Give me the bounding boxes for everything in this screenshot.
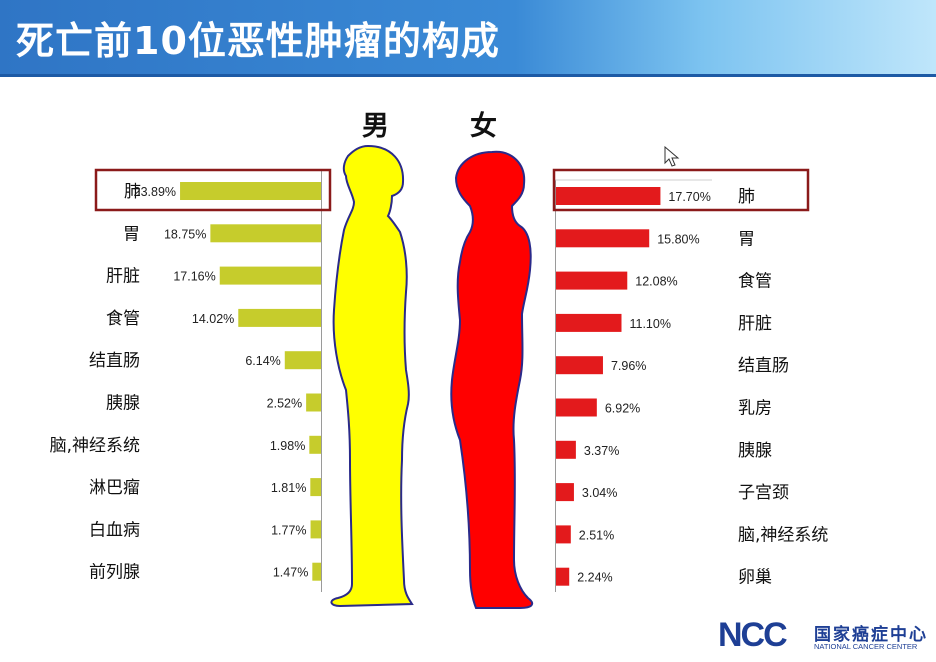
male-value-label: 18.75% (164, 227, 206, 241)
female-value-label: 3.04% (582, 486, 617, 500)
female-value-label: 2.51% (579, 528, 614, 542)
female-value-label: 15.80% (657, 232, 699, 246)
cursor-icon (664, 146, 680, 167)
male-category-label: 淋巴瘤 (89, 478, 140, 498)
ncc-logo-letters: NCC (718, 616, 788, 654)
female-bar (556, 356, 603, 375)
male-category-label: 胰腺 (106, 394, 140, 414)
male-bar (306, 393, 321, 412)
ncc-logo-chinese-name: 国家癌症中心 (814, 625, 928, 645)
male-bar (284, 351, 321, 370)
male-value-label: 1.47% (273, 566, 308, 580)
male-category-label: 白血病 (89, 520, 140, 540)
female-value-label: 12.08% (635, 275, 677, 289)
female-bar (556, 271, 628, 290)
male-bar (180, 182, 321, 200)
male-body-silhouette (330, 144, 414, 608)
male-category-label: 肺 (124, 182, 141, 202)
male-bar (310, 478, 321, 497)
male-label: 男 (362, 111, 389, 142)
female-value-label: 7.96% (611, 359, 646, 373)
female-body-silhouette (450, 150, 534, 609)
female-value-label: 2.24% (577, 571, 612, 585)
female-bars-group: 17.70% 肺 15.80% 胃 12.08% 食管 11.10% 肝脏 7.96% 结直肠 6.… (556, 187, 828, 588)
male-category-label: 前列腺 (89, 563, 140, 583)
male-value-label: 1.81% (271, 481, 306, 495)
male-bar (312, 562, 321, 581)
female-bar (556, 440, 576, 459)
female-value-label: 17.70% (668, 190, 710, 204)
ncc-logo: NCC 国家癌症中心 NATIONAL CANCER CENTER (718, 616, 928, 656)
female-bar (556, 525, 571, 544)
male-category-label: 肝脏 (106, 267, 140, 287)
female-category-label: 肺 (738, 187, 755, 207)
male-bar (210, 224, 321, 243)
male-value-label: 6.14% (245, 354, 280, 368)
female-category-label: 胰腺 (738, 441, 772, 461)
male-bar (219, 266, 321, 285)
female-category-label: 食管 (738, 272, 772, 292)
male-value-label: 23.89% (134, 185, 176, 199)
female-value-label: 3.37% (584, 444, 619, 458)
body-silhouettes (330, 144, 534, 609)
male-category-label: 脑,神经系统 (50, 436, 140, 456)
male-value-label: 17.16% (173, 270, 215, 284)
female-value-label: 6.92% (605, 402, 640, 416)
page-title: 死亡前10位恶性肿瘤的构成 (16, 19, 500, 63)
male-bars-group: 23.89%肺 18.75% 胃 17.16% 肝脏 14.02% 食管 6.14% 结直肠 2.… (50, 182, 321, 583)
female-category-label: 卵巢 (738, 568, 772, 588)
male-bar (309, 435, 321, 454)
female-category-label: 乳房 (738, 399, 772, 419)
male-value-label: 14.02% (192, 312, 234, 326)
male-category-label: 结直肠 (89, 351, 140, 371)
female-category-label: 脑,神经系统 (738, 525, 828, 545)
male-category-label: 胃 (123, 224, 140, 244)
female-label: 女 (470, 111, 497, 142)
female-category-label: 结直肠 (738, 356, 789, 376)
male-value-label: 2.52% (267, 397, 302, 411)
male-lung-highlight-box (94, 168, 332, 212)
female-bar (556, 483, 574, 502)
male-bar (310, 520, 321, 539)
female-category-label: 肝脏 (738, 314, 772, 334)
female-category-label: 子宫颈 (738, 483, 789, 503)
female-bar (556, 187, 661, 205)
male-category-label: 食管 (106, 309, 140, 329)
male-value-label: 1.98% (270, 439, 305, 453)
female-bar (556, 398, 597, 417)
title-bar: 死亡前10位恶性肿瘤的构成 (0, 0, 936, 77)
male-value-label: 1.77% (271, 523, 306, 537)
female-bar (556, 567, 570, 586)
female-lung-highlight-box (552, 168, 810, 212)
male-bar (238, 308, 321, 327)
female-bar (556, 313, 622, 332)
female-bar (556, 229, 650, 248)
ncc-logo-english-name: NATIONAL CANCER CENTER (814, 642, 918, 651)
female-category-label: 胃 (738, 229, 755, 249)
female-value-label: 11.10% (629, 317, 670, 331)
